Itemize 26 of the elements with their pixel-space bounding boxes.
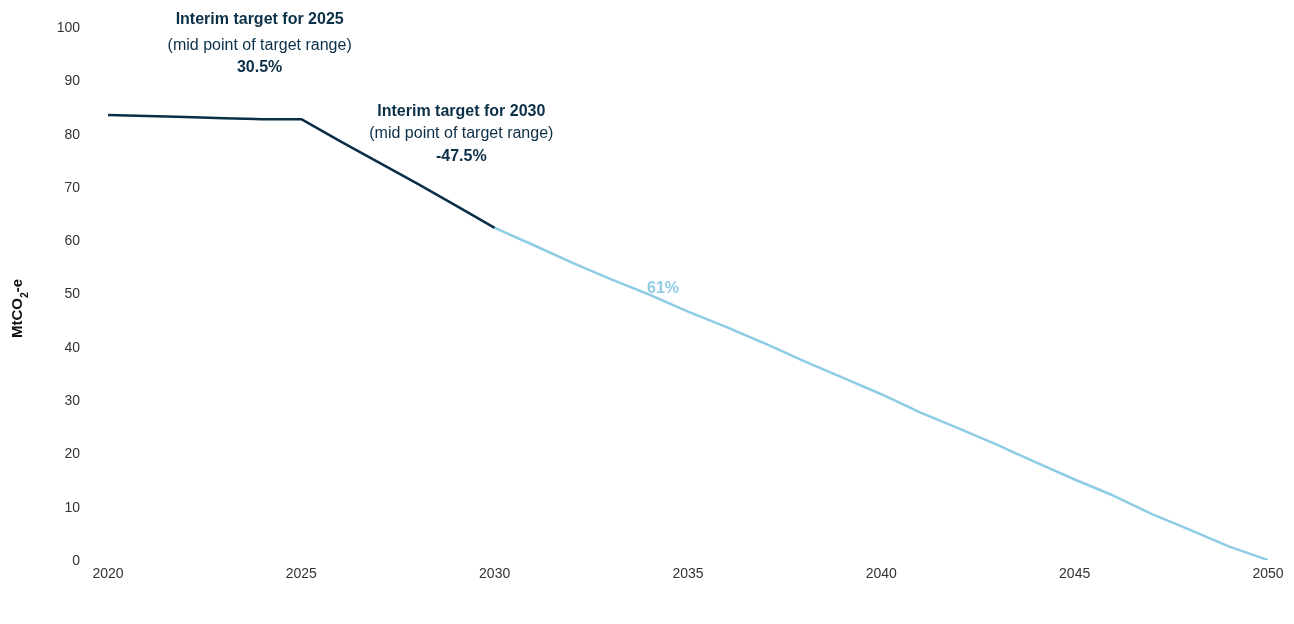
x-tick-label: 2040 xyxy=(865,564,898,581)
y-tick-label: 30 xyxy=(64,392,81,409)
x-tick-label: 2045 xyxy=(1059,564,1091,581)
y-tick-label: 70 xyxy=(64,178,81,195)
x-tick-label: 2035 xyxy=(672,564,704,581)
x-tick-label: 2050 xyxy=(1252,564,1284,581)
text: Interim target for 2025 xyxy=(175,9,344,27)
y-tick-label: 40 xyxy=(64,338,81,355)
x-tick-label: 2030 xyxy=(479,564,511,581)
y-tick-label: 60 xyxy=(64,232,81,249)
y-tick-label: 80 xyxy=(64,125,81,142)
annotation: 61% xyxy=(646,278,680,299)
annotation: (mid point of target range) xyxy=(166,35,353,55)
line-series xyxy=(493,226,1268,560)
y-tick-label: 90 xyxy=(64,72,81,89)
y-tick-label: 50 xyxy=(64,285,81,302)
x-tick-label: 2020 xyxy=(92,564,124,581)
y-tick-label: 100 xyxy=(56,18,81,35)
annotation: 30.5% xyxy=(236,57,283,75)
annotation: -47.5% xyxy=(434,145,488,166)
y-tick-label: 10 xyxy=(64,498,81,515)
annotation: Interim target for 2030 xyxy=(376,100,547,121)
x-tick-label: 2025 xyxy=(285,564,318,581)
annotation: (mid point of target range) xyxy=(368,122,555,143)
y-tick-label: 20 xyxy=(64,445,81,462)
y-tick-label: 0 xyxy=(72,551,81,568)
